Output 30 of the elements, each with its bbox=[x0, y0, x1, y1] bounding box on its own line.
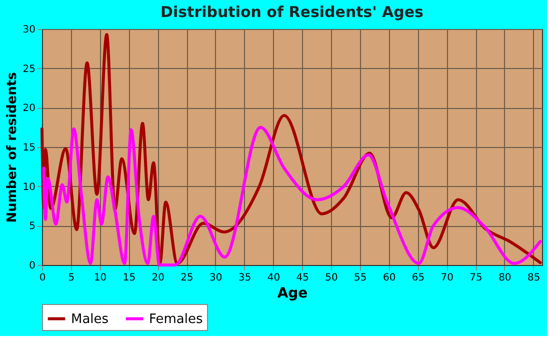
y-tick-label: 0 bbox=[29, 260, 36, 272]
x-tick-label: 60 bbox=[382, 272, 396, 284]
y-tick-label: 30 bbox=[22, 24, 36, 36]
y-axis-title: Number of residents bbox=[4, 72, 20, 223]
x-tick-label: 75 bbox=[470, 272, 482, 284]
chart-title: Distribution of Residents' Ages bbox=[160, 3, 424, 21]
y-tick-label: 10 bbox=[22, 182, 36, 193]
y-tick-label: 20 bbox=[22, 103, 36, 114]
x-tick-label: 10 bbox=[94, 272, 107, 284]
legend-label: Females bbox=[149, 312, 204, 327]
x-tick-label: 55 bbox=[354, 272, 367, 284]
x-tick-label: 30 bbox=[210, 272, 222, 284]
x-tick-label: 15 bbox=[122, 272, 136, 284]
x-tick-label: 85 bbox=[527, 272, 540, 284]
x-tick-label: 40 bbox=[267, 272, 280, 284]
legend-label: Males bbox=[71, 312, 109, 327]
x-tick-label: 5 bbox=[68, 272, 75, 284]
x-axis-title: Age bbox=[277, 286, 308, 302]
y-tick-label: 25 bbox=[22, 64, 36, 75]
x-tick-label: 65 bbox=[412, 272, 425, 284]
x-tick-label: 70 bbox=[440, 272, 454, 284]
y-tick-label: 15 bbox=[22, 142, 36, 154]
x-tick-label: 45 bbox=[296, 272, 309, 284]
y-tick-label: 5 bbox=[29, 221, 36, 232]
x-tick-label: 25 bbox=[180, 272, 194, 284]
x-tick-label: 50 bbox=[325, 272, 338, 284]
x-tick-label: 35 bbox=[238, 272, 252, 284]
x-tick-label: 0 bbox=[39, 272, 46, 284]
x-tick-label: 80 bbox=[498, 272, 512, 284]
x-tick-label: 20 bbox=[152, 272, 164, 284]
